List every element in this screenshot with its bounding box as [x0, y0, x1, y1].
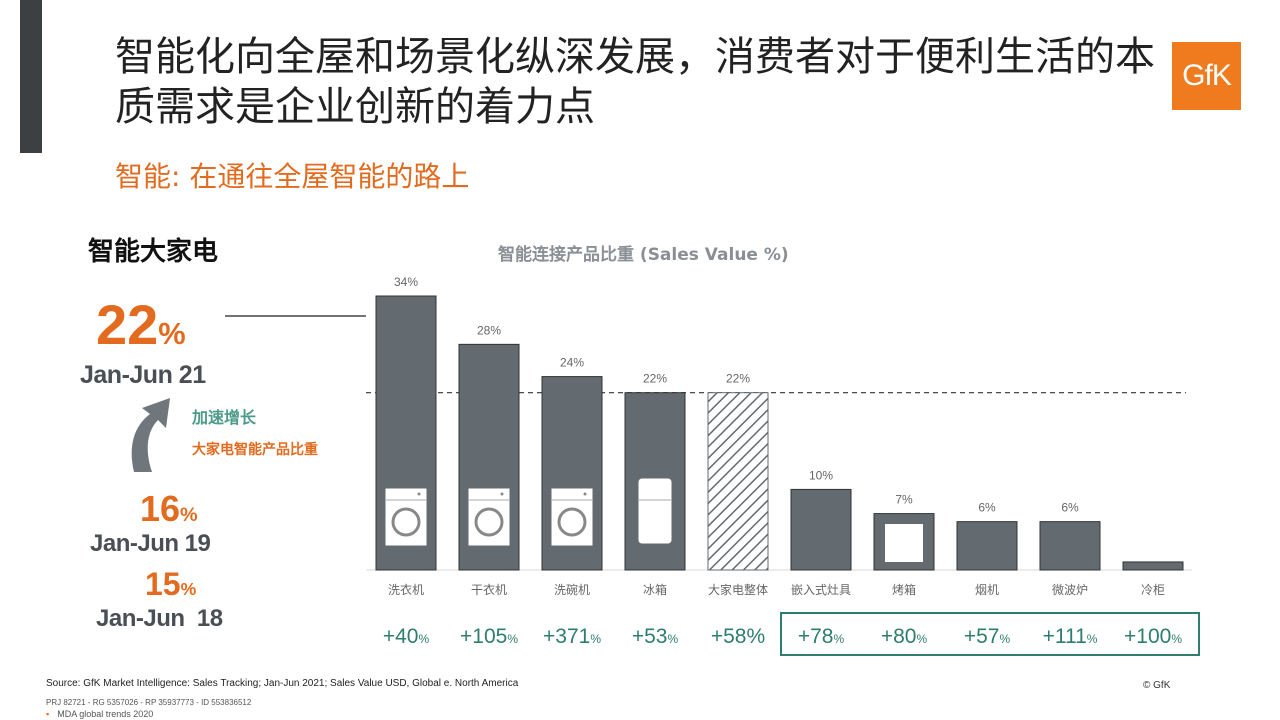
bar-value-label: 28% [477, 323, 501, 337]
dryer-icon [467, 487, 511, 547]
footnote: ▪ MDA global trends 2020 [46, 709, 154, 719]
growth-highlight-box [780, 612, 1200, 656]
bar-value-label: 7% [895, 493, 913, 507]
growth-value-label: +105% [460, 625, 518, 648]
category-label: 烤箱 [892, 582, 916, 597]
category-label: 冰箱 [643, 582, 667, 597]
source-note: Source: GfK Market Intelligence: Sales T… [46, 678, 519, 689]
dishwasher-icon-door [557, 507, 587, 537]
page-title: 智能化向全屋和场景化纵深发展，消费者对于便利生活的本质需求是企业创新的着力点 [115, 34, 1155, 130]
bar-7 [956, 521, 1018, 571]
dryer-icon-knob [500, 492, 504, 496]
bar-value-label: 6% [978, 501, 996, 515]
bar-9 [1122, 561, 1184, 571]
gfk-logo: GfK [1172, 42, 1241, 110]
chart-title: 智能连接产品比重 (Sales Value %) [498, 245, 789, 265]
kpi-2019-value: 16% [140, 488, 198, 529]
growth-value-label: +100% [1124, 625, 1182, 648]
bar-8 [1039, 521, 1101, 571]
project-id: PRJ 82721 - RG 5357026 - RP 35937773 - I… [46, 698, 252, 707]
growth-value-label: +111% [1043, 625, 1098, 648]
growth-label: 加速增长 [192, 408, 257, 427]
growth-value-label: +78% [798, 625, 845, 648]
fridge-icon [637, 477, 673, 545]
kpi-2018-value: 15% [145, 566, 197, 602]
page-subtitle: 智能: 在通往全屋智能的路上 [115, 160, 470, 193]
category-label: 洗衣机 [388, 582, 424, 597]
copyright: © GfK [1143, 680, 1171, 691]
bar-value-label: 22% [726, 372, 750, 386]
category-label: 冷柜 [1141, 583, 1165, 597]
growth-value-label: +57% [964, 625, 1011, 648]
kpi-2019-period: Jan-Jun 19 [90, 530, 211, 557]
category-label: 大家电整体 [708, 582, 768, 597]
growth-arrow-icon [131, 398, 170, 472]
growth-value-label: +53% [632, 625, 679, 648]
category-label: 嵌入式灶具 [791, 583, 851, 597]
growth-value-label: +58% [711, 625, 765, 648]
section-title: 智能大家电 [88, 237, 219, 267]
growth-value-label: +40% [383, 625, 430, 648]
category-label: 干衣机 [471, 582, 507, 597]
growth-description: 大家电智能产品比重 [192, 442, 318, 458]
category-label: 烟机 [975, 583, 999, 597]
dishwasher-icon [550, 487, 594, 547]
category-label: 洗碗机 [554, 582, 590, 597]
washer-icon [384, 487, 428, 547]
category-label: 微波炉 [1052, 583, 1088, 597]
bar-value-label: 34% [394, 275, 418, 289]
washer-icon-knob [417, 492, 421, 496]
bar-value-label: 24% [560, 356, 584, 370]
washer-icon-door [391, 507, 421, 537]
accent-bar [20, 0, 42, 153]
bar-4 [707, 392, 769, 571]
oven-icon [885, 524, 923, 562]
bar-5 [790, 488, 852, 571]
kpi-current-period: Jan-Jun 21 [80, 361, 206, 389]
kpi-2018-period: Jan-Jun 18 [96, 605, 223, 632]
growth-value-label: +80% [881, 625, 928, 648]
kpi-current-value: 22% [96, 293, 186, 356]
growth-value-label: +371% [543, 625, 601, 648]
bar-value-label: 6% [1061, 501, 1079, 515]
bar-value-label: 22% [643, 372, 667, 386]
bar-value-label: 10% [809, 468, 833, 482]
dishwasher-icon-knob [583, 492, 587, 496]
dryer-icon-door [474, 507, 504, 537]
